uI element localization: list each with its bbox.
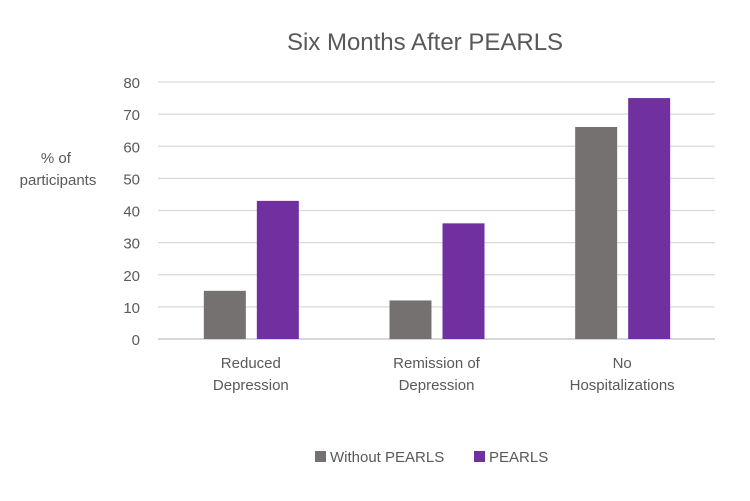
bar-without-pearls bbox=[575, 126, 618, 339]
legend-swatch bbox=[474, 451, 485, 462]
y-tick-label: 10 bbox=[123, 300, 140, 317]
bar-pearls bbox=[442, 223, 485, 339]
bar-pearls bbox=[256, 200, 299, 339]
y-axis-label-line-1: % of bbox=[41, 150, 72, 167]
y-tick-label: 20 bbox=[123, 268, 140, 285]
y-tick-label: 40 bbox=[123, 204, 140, 221]
y-tick-label: 80 bbox=[123, 75, 140, 92]
x-tick-label: Remission of Depression bbox=[393, 355, 481, 394]
y-tick-label: 0 bbox=[132, 332, 140, 349]
y-tick-label: 70 bbox=[123, 107, 140, 124]
x-tick-label: No Hospitalizations bbox=[570, 355, 675, 394]
legend-swatch bbox=[315, 451, 326, 462]
bar-without-pearls bbox=[203, 290, 246, 339]
y-axis-label-line-2: participants bbox=[20, 172, 97, 189]
y-axis-label: % of participants bbox=[20, 150, 97, 189]
chart-title: Six Months After PEARLS bbox=[287, 29, 563, 56]
bar-pearls bbox=[628, 98, 671, 339]
legend-label: PEARLS bbox=[489, 449, 548, 466]
x-tick-label: Reduced Depression bbox=[213, 355, 289, 394]
y-tick-label: 30 bbox=[123, 236, 140, 253]
y-tick-label: 50 bbox=[123, 171, 140, 188]
bar-without-pearls bbox=[389, 300, 432, 339]
legend-label: Without PEARLS bbox=[330, 449, 444, 466]
y-tick-label: 60 bbox=[123, 139, 140, 156]
